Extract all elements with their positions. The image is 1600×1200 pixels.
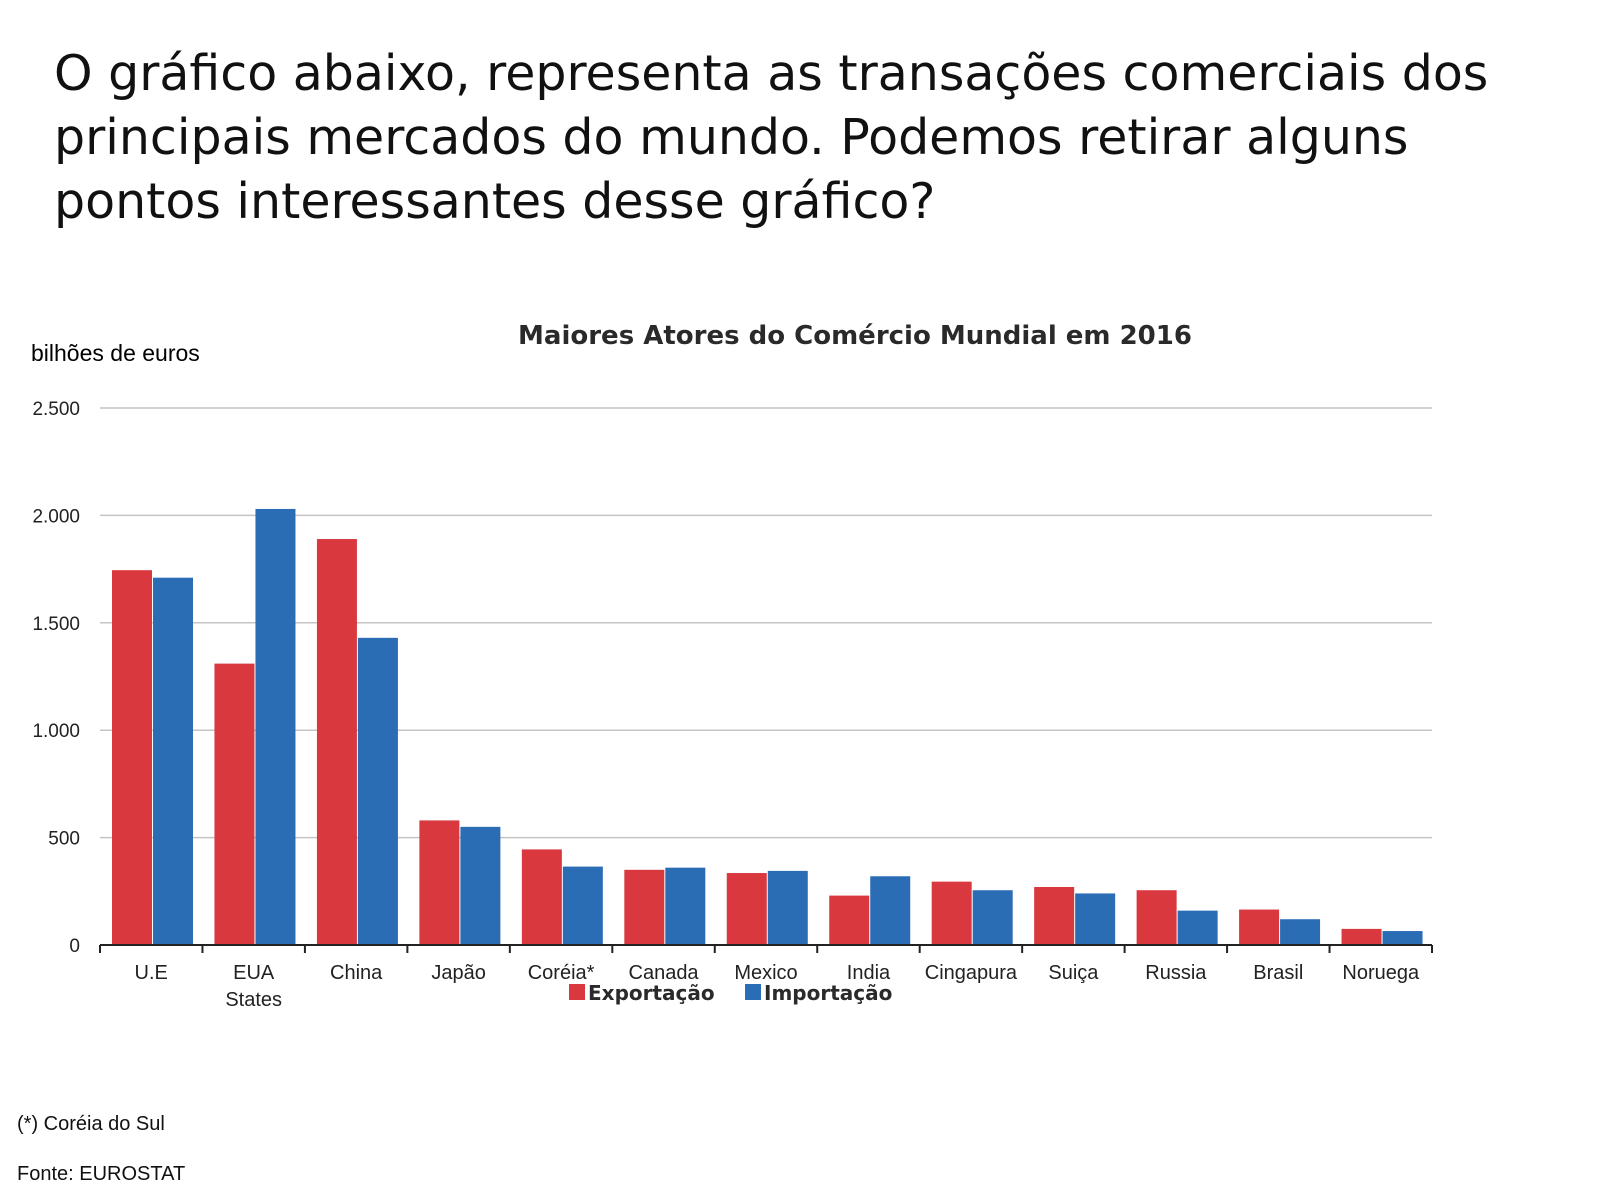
x-category-label: Cingapura bbox=[925, 962, 1018, 984]
x-category-label: Noruega bbox=[1342, 962, 1420, 984]
bar-importao-7 bbox=[870, 876, 911, 945]
x-category-label: India bbox=[847, 962, 891, 984]
bar-importao-11 bbox=[1280, 919, 1321, 945]
bar-chart: Maiores Atores do Comércio Mundial em 20… bbox=[32, 321, 1433, 1011]
x-category-label: Japão bbox=[431, 962, 486, 984]
bar-exportao-11 bbox=[1239, 909, 1280, 945]
bar-exportao-12 bbox=[1341, 928, 1382, 945]
x-category-label: States bbox=[225, 989, 282, 1011]
legend-swatch-0 bbox=[569, 984, 585, 1000]
slide-question: O gráfico abaixo, representa as transaçõ… bbox=[54, 45, 1489, 230]
x-category-label: Mexico bbox=[734, 962, 797, 984]
y-tick-label: 1.000 bbox=[32, 721, 80, 742]
bar-exportao-7 bbox=[829, 895, 870, 945]
bar-importao-1 bbox=[255, 508, 296, 945]
y-tick-label: 0 bbox=[69, 936, 80, 957]
y-tick-label: 2.000 bbox=[32, 506, 80, 527]
bar-exportao-2 bbox=[316, 539, 357, 945]
x-category-label: Coréia* bbox=[528, 962, 595, 984]
bar-exportao-4 bbox=[521, 849, 562, 945]
bar-importao-4 bbox=[562, 866, 603, 945]
bar-exportao-6 bbox=[726, 873, 767, 945]
bar-importao-0 bbox=[153, 577, 193, 945]
legend-label-1: Importação bbox=[764, 981, 892, 1005]
y-tick-label: 1.500 bbox=[32, 614, 80, 635]
bar-exportao-9 bbox=[1034, 887, 1075, 945]
legend-label-0: Exportação bbox=[588, 981, 715, 1005]
chart-axes: 0 500 1.000 1.500 2.000 2.500 U.E EUA States Chin… bbox=[32, 399, 1433, 1011]
legend-swatch-1 bbox=[745, 984, 761, 1000]
bar-importao-2 bbox=[357, 637, 398, 945]
x-category-label: China bbox=[330, 962, 383, 984]
bar-exportao-5 bbox=[624, 869, 665, 945]
bar-importao-5 bbox=[665, 867, 706, 945]
chart-legend: Exportação Importação bbox=[569, 981, 892, 1005]
x-category-label: U.E bbox=[135, 962, 168, 984]
x-category-label: Canada bbox=[629, 962, 700, 984]
bar-importao-10 bbox=[1177, 910, 1218, 945]
bar-importao-3 bbox=[460, 826, 501, 945]
x-category-label: Russia bbox=[1145, 962, 1207, 984]
x-category-label: EUA bbox=[233, 962, 275, 984]
chart-bars bbox=[112, 508, 1423, 945]
x-category-label: Suiça bbox=[1048, 962, 1099, 984]
y-axis-unit-label: bilhões de euros bbox=[31, 340, 200, 366]
chart-gridlines bbox=[100, 407, 1432, 839]
y-tick-label: 500 bbox=[48, 829, 80, 850]
bar-importao-8 bbox=[972, 890, 1013, 945]
chart-title: Maiores Atores do Comércio Mundial em 20… bbox=[518, 321, 1192, 351]
x-category-label: Brasil bbox=[1253, 962, 1303, 984]
y-tick-label: 2.500 bbox=[32, 399, 80, 420]
bar-exportao-10 bbox=[1136, 890, 1177, 945]
footnote: (*) Coréia do Sul bbox=[17, 1113, 165, 1135]
bar-importao-9 bbox=[1075, 893, 1116, 945]
bar-importao-6 bbox=[767, 870, 808, 945]
bar-exportao-0 bbox=[112, 570, 152, 945]
bar-exportao-1 bbox=[214, 663, 255, 945]
bar-exportao-8 bbox=[931, 881, 972, 945]
source-note: Fonte: EUROSTAT bbox=[17, 1163, 186, 1185]
bar-exportao-3 bbox=[419, 820, 460, 945]
bar-importao-12 bbox=[1382, 931, 1423, 945]
